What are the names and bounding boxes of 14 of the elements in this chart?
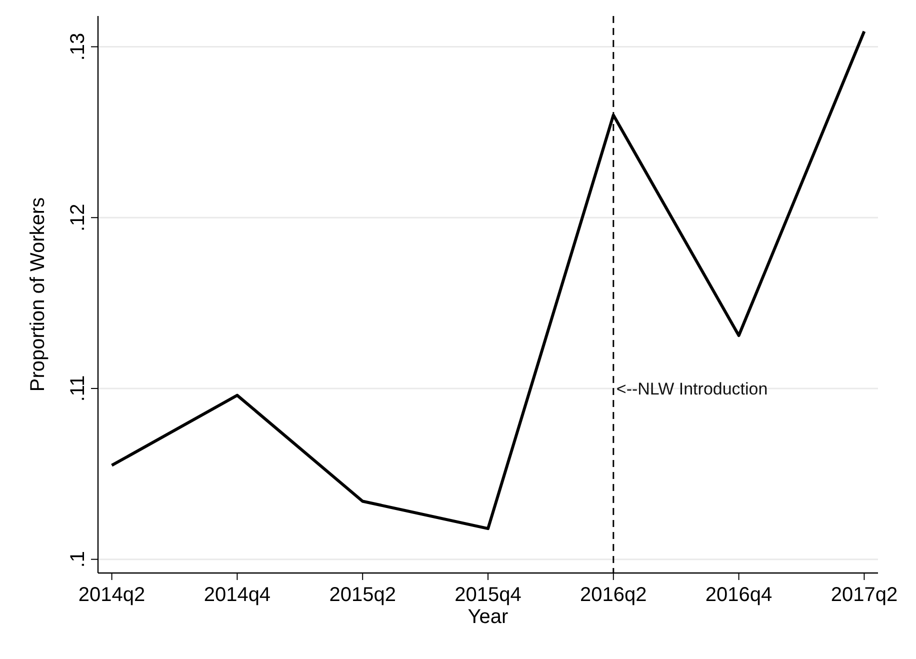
x-tick-label: 2014q2 (78, 584, 146, 606)
x-tick-label: 2016q4 (705, 584, 772, 606)
y-tick-label: .12 (67, 204, 89, 232)
x-tick-label: 2017q2 (830, 584, 898, 606)
y-tick-label: .13 (67, 32, 89, 61)
x-tick-label: 2015q2 (329, 584, 396, 606)
y-tick-label: .1 (67, 550, 89, 568)
annotation: <--NLW Introduction (616, 379, 768, 398)
y-tick-label: .11 (67, 375, 89, 402)
x-tick-label: 2014q4 (204, 584, 271, 606)
x-tick-label: 2016q2 (580, 584, 647, 606)
y-axis-title: Proportion of Workers (27, 197, 49, 392)
x-axis-title: Year (468, 606, 509, 628)
x-tick-label: 2015q4 (454, 584, 522, 606)
